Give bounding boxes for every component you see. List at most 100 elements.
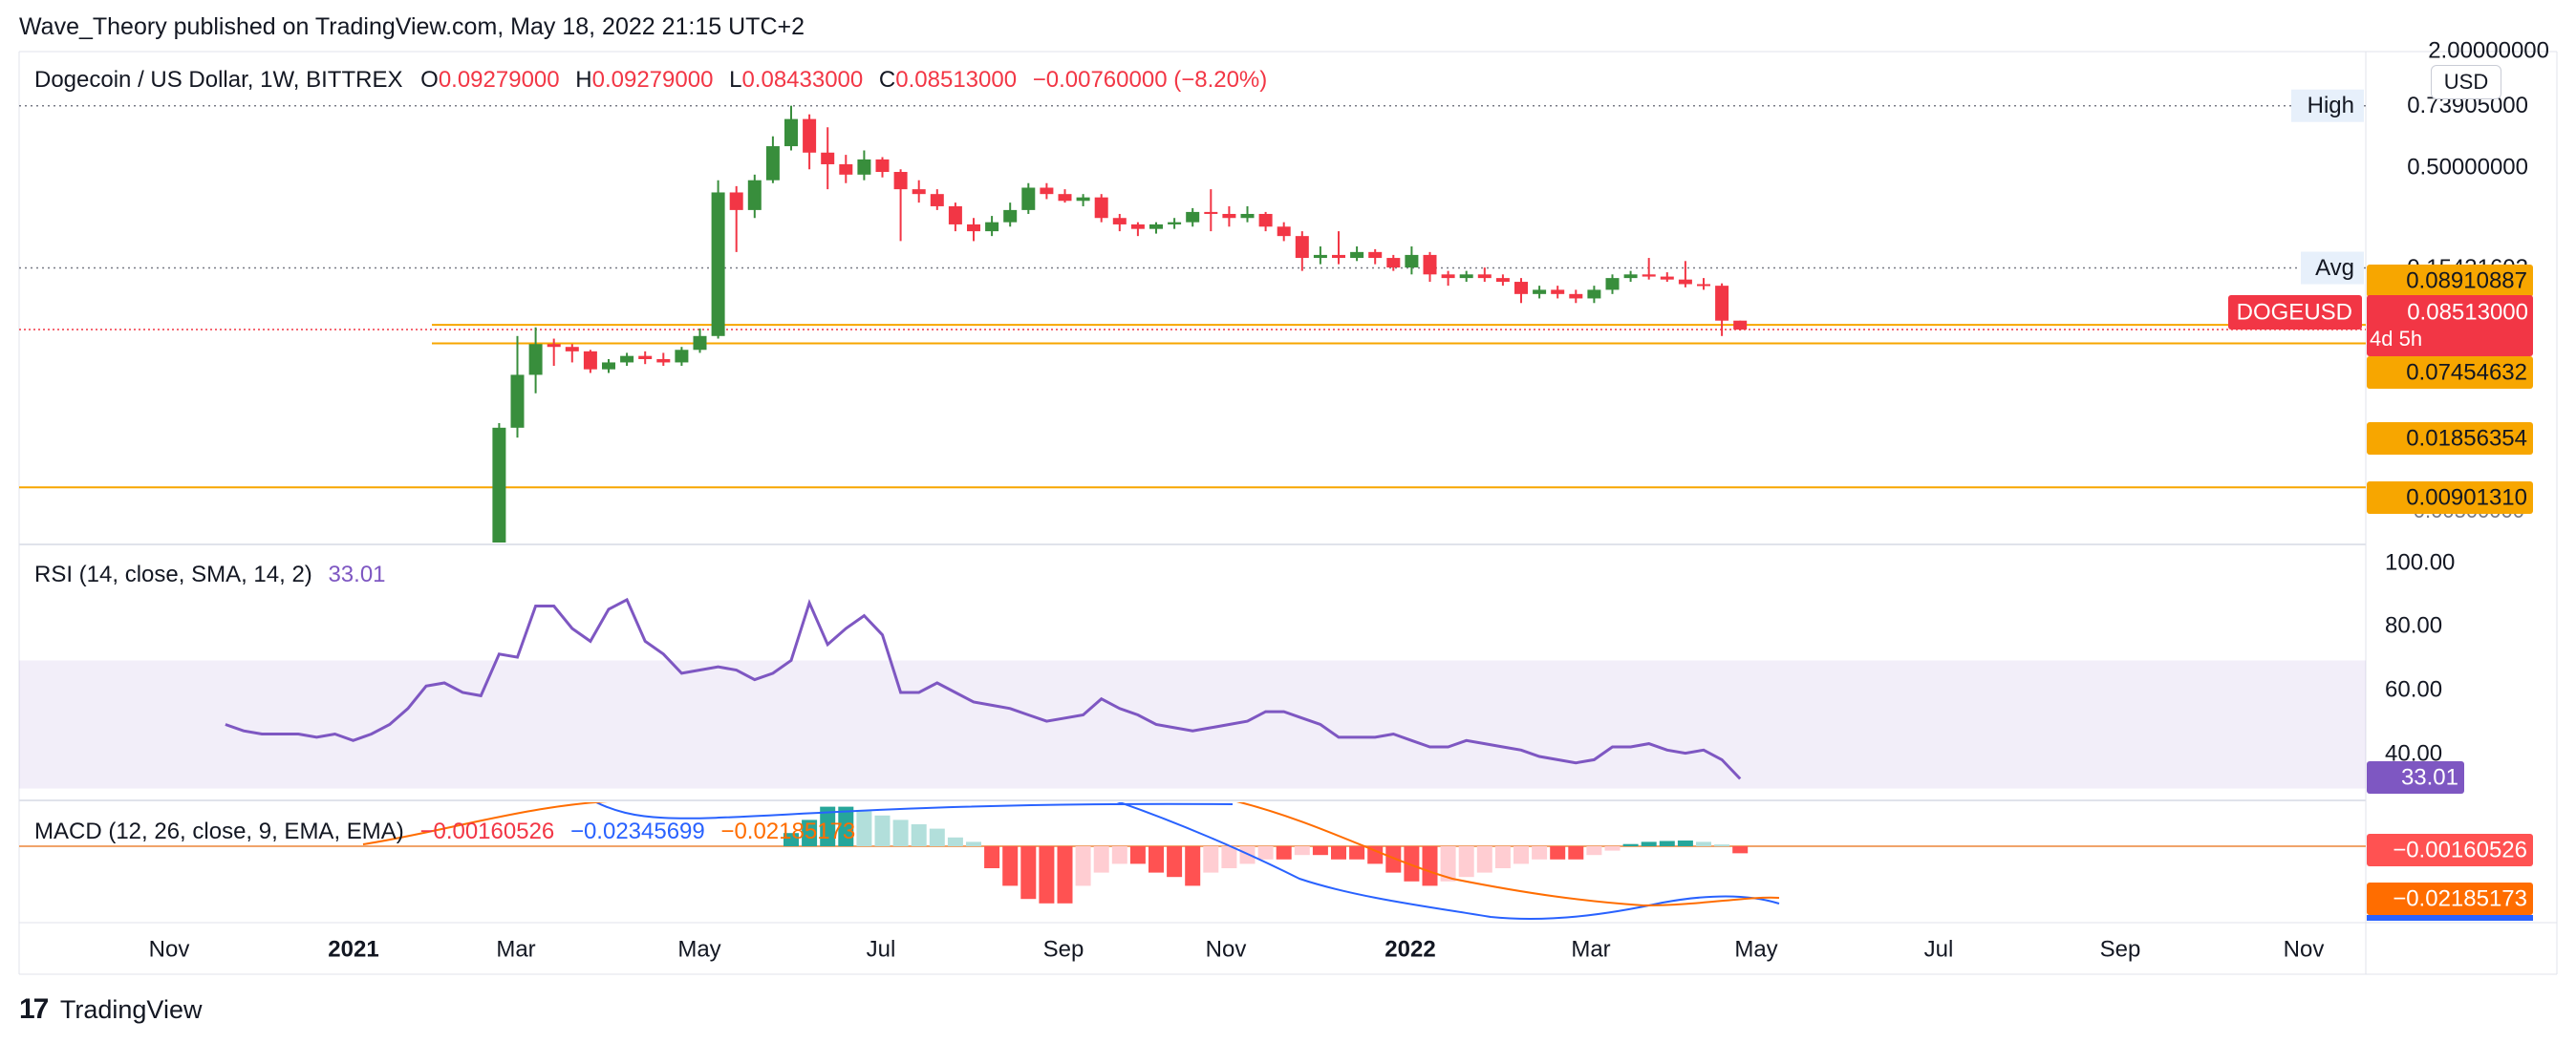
- candle[interactable]: [729, 192, 743, 210]
- candle[interactable]: [1423, 254, 1437, 275]
- candle[interactable]: [1277, 226, 1291, 237]
- candle[interactable]: [1697, 284, 1710, 287]
- candle[interactable]: [547, 344, 561, 348]
- rsi-band: [19, 660, 2366, 789]
- candle[interactable]: [1149, 224, 1163, 229]
- candle[interactable]: [510, 374, 525, 428]
- candle[interactable]: [583, 351, 597, 370]
- candle[interactable]: [821, 152, 835, 164]
- candle[interactable]: [602, 362, 615, 370]
- footer-brand: TradingView: [59, 995, 203, 1024]
- candle[interactable]: [711, 192, 725, 336]
- candle[interactable]: [656, 358, 671, 363]
- candle[interactable]: [893, 172, 908, 190]
- level-tag-1: 0.07454632: [2406, 359, 2527, 385]
- candle[interactable]: [1295, 236, 1309, 259]
- signal-line-value: −0.02185173: [720, 819, 856, 844]
- candle[interactable]: [492, 427, 506, 564]
- tradingview-logo[interactable]: 17 TradingView: [19, 993, 202, 1026]
- candle[interactable]: [1040, 187, 1054, 195]
- candle[interactable]: [438, 553, 451, 567]
- candle[interactable]: [948, 205, 962, 224]
- candle[interactable]: [1168, 222, 1182, 224]
- candle[interactable]: [675, 350, 689, 363]
- candle[interactable]: [565, 347, 579, 351]
- candle[interactable]: [1623, 274, 1638, 279]
- level-tag-2-bg: [2367, 422, 2533, 455]
- candle[interactable]: [693, 335, 707, 351]
- candle[interactable]: [875, 159, 890, 173]
- level-tag-3-bg: [2367, 481, 2533, 514]
- candle[interactable]: [1076, 197, 1090, 202]
- close-label: C: [878, 67, 896, 93]
- macd-line[interactable]: [592, 800, 1780, 921]
- candle[interactable]: [912, 189, 926, 195]
- candle[interactable]: [1368, 251, 1383, 259]
- macd-histogram-bar: [784, 833, 799, 846]
- candle[interactable]: [456, 553, 469, 562]
- currency-button[interactable]: USD: [2431, 65, 2501, 99]
- candle[interactable]: [1332, 254, 1345, 259]
- macd-signal-tag-bg: [2367, 883, 2533, 915]
- candle[interactable]: [1186, 211, 1200, 223]
- candle[interactable]: [474, 563, 487, 564]
- candle[interactable]: [1733, 320, 1748, 330]
- candle[interactable]: [1258, 213, 1273, 227]
- candle[interactable]: [419, 563, 433, 568]
- candle[interactable]: [1551, 289, 1565, 294]
- candle[interactable]: [528, 344, 543, 375]
- candle[interactable]: [1441, 274, 1455, 279]
- macd-histogram-bar: [1532, 846, 1548, 860]
- candle[interactable]: [1222, 213, 1236, 219]
- candle[interactable]: [765, 146, 780, 181]
- candle[interactable]: [1660, 276, 1674, 280]
- candle[interactable]: [1678, 279, 1692, 285]
- rsi-value-tag-bg: [2367, 761, 2464, 794]
- macd-histogram-bar: [1093, 846, 1109, 873]
- candle[interactable]: [1240, 213, 1255, 219]
- candle[interactable]: [1058, 194, 1072, 202]
- candle[interactable]: [803, 118, 817, 153]
- rsi-label[interactable]: RSI (14, close, SMA, 14, 2): [34, 562, 312, 587]
- candle[interactable]: [1112, 218, 1127, 224]
- pane-dividers: [18, 51, 2558, 975]
- candle[interactable]: [1642, 274, 1656, 277]
- rsi-line[interactable]: [225, 597, 1742, 780]
- candle[interactable]: [1715, 286, 1729, 321]
- candle[interactable]: [1313, 254, 1327, 259]
- candle[interactable]: [857, 159, 871, 175]
- candle[interactable]: [930, 194, 944, 206]
- candle[interactable]: [1587, 289, 1601, 299]
- candle[interactable]: [620, 355, 634, 363]
- macd-histogram-bar: [802, 820, 818, 846]
- candle[interactable]: [1130, 224, 1145, 229]
- candle[interactable]: [1021, 187, 1036, 210]
- candle[interactable]: [784, 118, 798, 147]
- candle[interactable]: [1386, 258, 1401, 268]
- candle[interactable]: [1495, 278, 1510, 283]
- candle[interactable]: [1605, 278, 1620, 290]
- candle[interactable]: [638, 355, 653, 359]
- macd-label[interactable]: MACD (12, 26, close, 9, EMA, EMA): [34, 819, 404, 844]
- candle[interactable]: [747, 180, 762, 210]
- candle[interactable]: [1569, 293, 1583, 299]
- symbol-title[interactable]: Dogecoin / US Dollar, 1W, BITTREX: [34, 67, 403, 93]
- candle[interactable]: [1204, 211, 1218, 214]
- candle[interactable]: [1477, 274, 1492, 279]
- macd-histogram-bar: [1167, 846, 1183, 878]
- candle[interactable]: [1350, 251, 1364, 259]
- macd-line-value: −0.02345699: [569, 819, 705, 844]
- rsi-tick-0: 100.00: [2385, 549, 2455, 575]
- candle[interactable]: [1514, 282, 1528, 294]
- candle[interactable]: [1533, 289, 1547, 294]
- candle[interactable]: [839, 163, 853, 175]
- candle[interactable]: [1094, 197, 1108, 219]
- candle[interactable]: [967, 224, 980, 232]
- candle[interactable]: [1405, 254, 1419, 268]
- signal-line[interactable]: [362, 800, 1780, 907]
- candle[interactable]: [985, 222, 999, 232]
- price-legend: Dogecoin / US Dollar, 1W, BITTREX O0.092…: [34, 67, 1267, 94]
- candle[interactable]: [1459, 274, 1473, 279]
- candle[interactable]: [1003, 209, 1018, 223]
- macd-histogram-bar: [1641, 841, 1657, 846]
